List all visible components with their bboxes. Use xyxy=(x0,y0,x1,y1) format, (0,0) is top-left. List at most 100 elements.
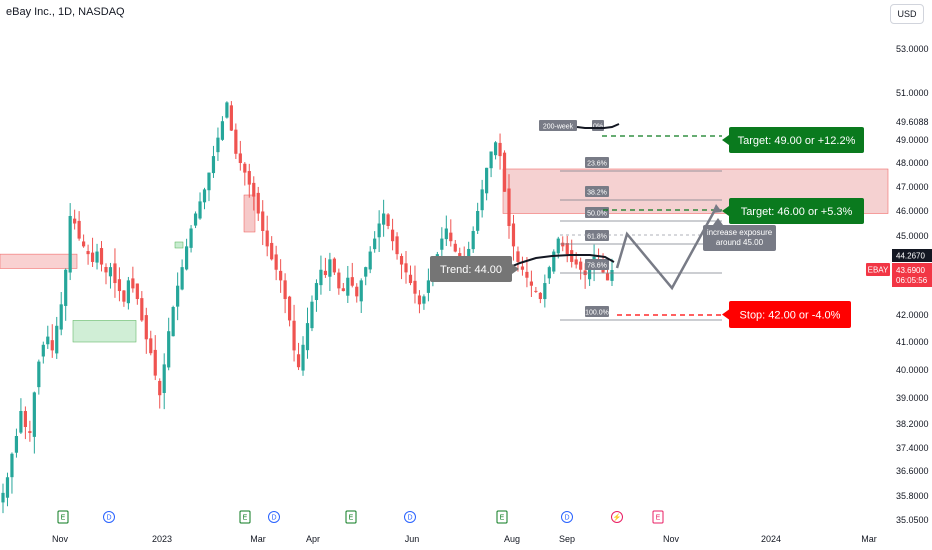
trend-callout-pointer xyxy=(512,264,519,274)
candle-body xyxy=(493,142,498,156)
ticker-tag-box[interactable] xyxy=(866,263,890,276)
time-label-Mar: Mar xyxy=(861,534,877,544)
candle-body xyxy=(180,267,184,290)
fib-label-5: 100.0% xyxy=(585,310,609,317)
note-box[interactable] xyxy=(703,225,776,251)
zone-supply-left xyxy=(0,253,78,269)
fib-label-1: 38.2% xyxy=(587,190,607,197)
zone-small-demand xyxy=(174,241,184,249)
price-tick: 35.8000 xyxy=(896,491,929,501)
price-tick: 47.0000 xyxy=(896,182,929,192)
candle-body xyxy=(485,167,489,194)
target2-callout-box[interactable] xyxy=(729,198,864,224)
candle-body xyxy=(440,238,444,250)
stop-callout-box[interactable] xyxy=(729,301,851,328)
candle-body xyxy=(408,274,413,284)
candle-body xyxy=(23,411,27,427)
dividend-icon[interactable] xyxy=(268,511,280,523)
candle-body xyxy=(292,320,296,351)
note-pointer xyxy=(713,218,723,225)
note-line-2: around 45.00 xyxy=(716,238,764,247)
target2-callout-pointer xyxy=(722,206,729,216)
candle-body xyxy=(207,172,211,191)
ticker-tag: EBAY xyxy=(868,266,889,275)
price-tick: 51.0000 xyxy=(896,88,929,98)
candle-body xyxy=(28,431,32,433)
earnings-icon[interactable] xyxy=(57,510,69,524)
candle-body xyxy=(198,201,202,219)
note-line-1: increase exposure xyxy=(707,228,773,237)
price-tick: 35.0500 xyxy=(896,515,929,525)
candle-body xyxy=(516,251,520,262)
label-200-week-box xyxy=(539,120,577,131)
candle-body xyxy=(5,477,10,498)
fib-label-0: 23.6% xyxy=(587,161,607,168)
candle-body xyxy=(135,283,139,300)
candle-body xyxy=(453,243,457,252)
candle-body xyxy=(386,214,390,226)
currency-button[interactable]: USD xyxy=(890,4,924,24)
dividend-icon[interactable] xyxy=(404,511,416,523)
ma-200-week-line xyxy=(576,123,620,129)
candle-body xyxy=(117,279,122,292)
candle-body xyxy=(471,231,475,250)
projection-arrowhead xyxy=(712,204,722,213)
earnings-icon[interactable] xyxy=(652,510,664,524)
tag-49-bg xyxy=(892,115,932,128)
last-price: 43.6900 xyxy=(896,266,925,275)
candle-body xyxy=(55,325,59,354)
candle-body xyxy=(64,269,68,306)
target2-callout: Target: 46.00 or +5.3% xyxy=(741,206,853,218)
candle-body xyxy=(382,213,386,225)
candle-body xyxy=(77,220,81,239)
fib-label-2: 50.0% xyxy=(587,211,607,218)
earnings-icon[interactable] xyxy=(496,510,508,524)
price-tick: 49.0000 xyxy=(896,135,929,145)
candle-body xyxy=(113,263,117,284)
dividend-icon[interactable] xyxy=(561,511,573,523)
price-tick: 36.6000 xyxy=(896,466,929,476)
candle-body xyxy=(104,266,108,273)
earnings-letter: E xyxy=(349,515,354,522)
candle-body xyxy=(301,344,305,371)
candle-body xyxy=(243,163,247,173)
candle-body xyxy=(274,254,278,270)
candle-body xyxy=(202,189,207,203)
trend-callout-box[interactable] xyxy=(430,256,512,282)
candle-body xyxy=(534,290,538,292)
earnings-letter: E xyxy=(500,515,505,522)
candle-body xyxy=(32,392,36,437)
candle-body xyxy=(140,298,144,321)
candle-body xyxy=(238,153,242,163)
price-tick: 45.0000 xyxy=(896,231,929,241)
candle-body xyxy=(364,267,368,277)
candle-body xyxy=(216,137,220,153)
earnings-icon[interactable] xyxy=(239,510,251,524)
candle-body xyxy=(149,338,153,354)
fib-label-box xyxy=(585,157,609,168)
candle-body xyxy=(404,263,408,273)
candle-body xyxy=(144,315,148,340)
candle-body xyxy=(41,344,45,357)
candle-body xyxy=(1,492,5,503)
candle-body xyxy=(390,229,395,242)
time-label-2024: 2024 xyxy=(761,534,781,544)
candle-body xyxy=(305,323,310,351)
candle-body xyxy=(399,256,404,265)
candle-body xyxy=(547,267,551,279)
time-label-Apr: Apr xyxy=(306,534,320,544)
target1-callout-box[interactable] xyxy=(729,127,864,153)
fib-label-box xyxy=(585,186,609,197)
candle-body xyxy=(296,354,301,368)
dividend-icon[interactable] xyxy=(103,511,115,523)
split-icon[interactable] xyxy=(611,511,623,523)
fib-label-box xyxy=(585,230,609,241)
dividend-letter: D xyxy=(564,515,569,522)
time-label-2023: 2023 xyxy=(152,534,172,544)
candle-body xyxy=(337,272,341,289)
earnings-icon[interactable] xyxy=(345,510,357,524)
symbol-title[interactable]: eBay Inc., 1D, NASDAQ xyxy=(6,6,125,18)
time-label-Jun: Jun xyxy=(405,534,420,544)
